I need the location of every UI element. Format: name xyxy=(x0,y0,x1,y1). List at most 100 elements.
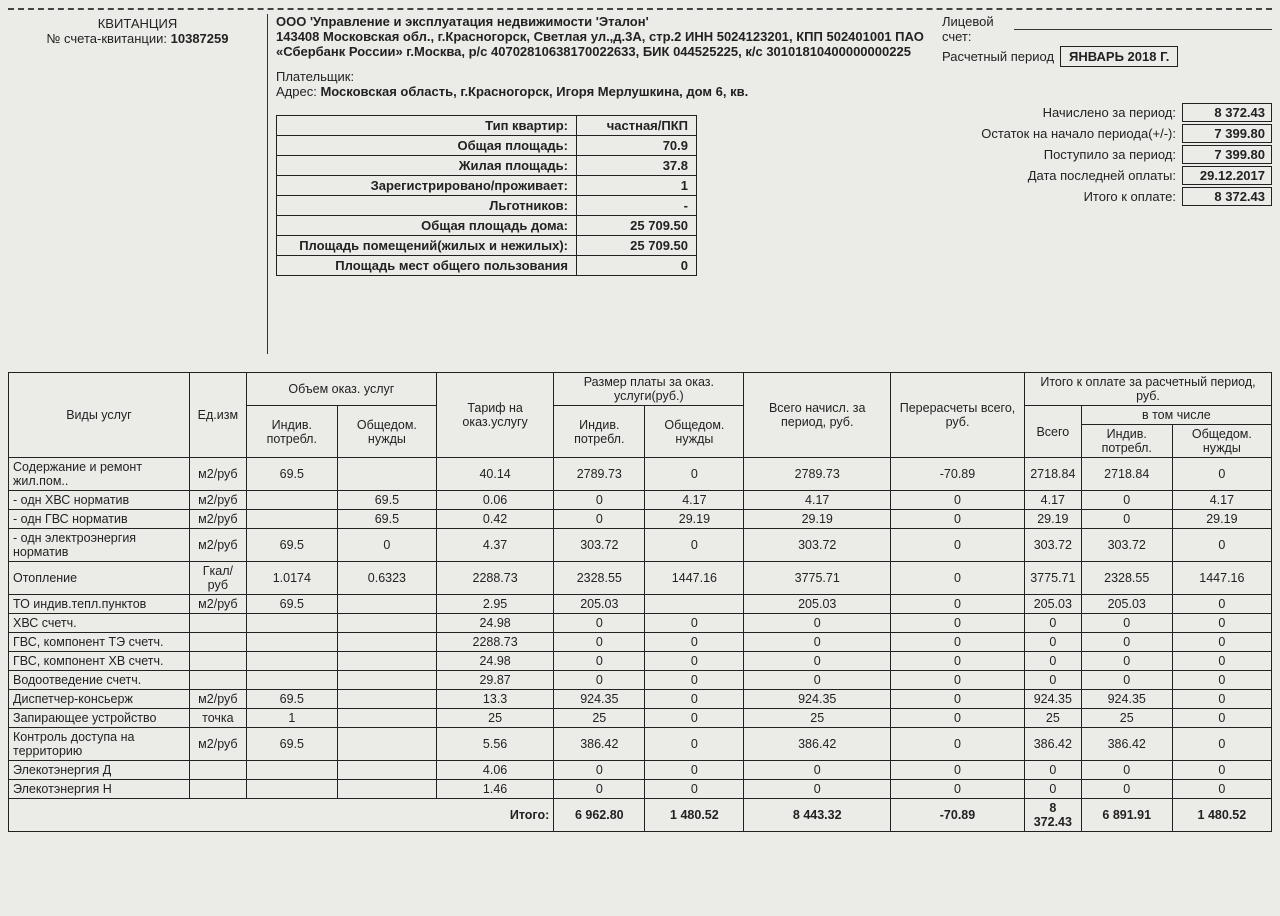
service-row: Диспетчер-консьержм2/руб69.513.3924.3509… xyxy=(9,690,1272,709)
service-row: Элекотэнергия Д4.060000000 xyxy=(9,761,1272,780)
payer-label: Плательщик: xyxy=(276,69,354,84)
service-cell-dt: 29.19 xyxy=(1024,510,1081,529)
service-cell-pc: 0 xyxy=(645,709,744,728)
service-cell-tariff: 25 xyxy=(436,709,553,728)
service-cell-pc: 0 xyxy=(645,529,744,562)
service-cell-acc: 25 xyxy=(744,709,891,728)
col-vol-ind: Индив. потребл. xyxy=(246,406,337,458)
service-cell-vc: 69.5 xyxy=(337,510,436,529)
service-cell-di: 0 xyxy=(1081,671,1172,690)
service-cell-vi xyxy=(246,510,337,529)
service-cell-vc xyxy=(337,709,436,728)
col-name: Виды услуг xyxy=(9,373,190,458)
service-cell-vc xyxy=(337,633,436,652)
service-cell-acc: 29.19 xyxy=(744,510,891,529)
service-cell-rec: -70.89 xyxy=(891,458,1025,491)
apartment-row-label: Общая площадь: xyxy=(277,136,577,156)
service-row: ОтоплениеГкал/руб1.01740.63232288.732328… xyxy=(9,562,1272,595)
service-cell-name: ГВС, компонент ТЭ счетч. xyxy=(9,633,190,652)
service-cell-rec: 0 xyxy=(891,614,1025,633)
receipt-number-label: № счета-квитанции: xyxy=(47,31,168,46)
summary-label: Дата последней оплаты: xyxy=(1028,168,1176,183)
service-cell-name: ТО индив.тепл.пунктов xyxy=(9,595,190,614)
col-due-ind: Индив. потребл. xyxy=(1081,425,1172,458)
service-cell-rec: 0 xyxy=(891,562,1025,595)
service-cell-acc: 303.72 xyxy=(744,529,891,562)
summary-row: Остаток на начало периода(+/-):7 399.80 xyxy=(942,124,1272,143)
service-cell-pi: 205.03 xyxy=(554,595,645,614)
receipt-number: 10387259 xyxy=(171,31,229,46)
summary-label: Итого к оплате: xyxy=(1084,189,1176,204)
service-cell-dc: 0 xyxy=(1172,780,1271,799)
service-cell-pi: 924.35 xyxy=(554,690,645,709)
col-volume: Объем оказ. услуг xyxy=(246,373,436,406)
service-row: Элекотэнергия Н1.460000000 xyxy=(9,780,1272,799)
service-total-dt: 8 372.43 xyxy=(1024,799,1081,832)
service-cell-tariff: 29.87 xyxy=(436,671,553,690)
summary-label: Поступило за период: xyxy=(1044,147,1176,162)
service-total-row: Итого:6 962.801 480.528 443.32-70.898 37… xyxy=(9,799,1272,832)
service-cell-dt: 205.03 xyxy=(1024,595,1081,614)
service-cell-pc: 0 xyxy=(645,690,744,709)
service-cell-name: Элекотэнергия Д xyxy=(9,761,190,780)
service-cell-unit xyxy=(189,652,246,671)
service-cell-pc: 0 xyxy=(645,614,744,633)
service-cell-di: 25 xyxy=(1081,709,1172,728)
service-cell-dc: 4.17 xyxy=(1172,491,1271,510)
service-row: Контроль доступа на территориюм2/руб69.5… xyxy=(9,728,1272,761)
summary-row: Поступило за период:7 399.80 xyxy=(942,145,1272,164)
service-cell-acc: 4.17 xyxy=(744,491,891,510)
service-cell-tariff: 2288.73 xyxy=(436,562,553,595)
services-table-head: Виды услуг Ед.изм Объем оказ. услуг Тари… xyxy=(9,373,1272,458)
apartment-row-label: Общая площадь дома: xyxy=(277,216,577,236)
service-cell-rec: 0 xyxy=(891,510,1025,529)
service-cell-dc: 1447.16 xyxy=(1172,562,1271,595)
col-due-incl: в том числе xyxy=(1081,406,1271,425)
service-total-pi: 6 962.80 xyxy=(554,799,645,832)
service-cell-dc: 0 xyxy=(1172,690,1271,709)
service-cell-name: Отопление xyxy=(9,562,190,595)
service-cell-unit: м2/руб xyxy=(189,458,246,491)
service-cell-pi: 0 xyxy=(554,510,645,529)
service-cell-di: 924.35 xyxy=(1081,690,1172,709)
service-row: - одн ХВС нормативм2/руб69.50.0604.174.1… xyxy=(9,491,1272,510)
summary-value: 8 372.43 xyxy=(1182,103,1272,122)
service-cell-pc: 0 xyxy=(645,728,744,761)
apartment-row-value: 25 709.50 xyxy=(577,216,697,236)
service-cell-di: 303.72 xyxy=(1081,529,1172,562)
service-cell-vi: 69.5 xyxy=(246,728,337,761)
service-cell-di: 0 xyxy=(1081,614,1172,633)
service-cell-name: ГВС, компонент ХВ счетч. xyxy=(9,652,190,671)
service-total-dc: 1 480.52 xyxy=(1172,799,1271,832)
service-cell-unit xyxy=(189,761,246,780)
service-cell-acc: 205.03 xyxy=(744,595,891,614)
service-cell-pc: 0 xyxy=(645,671,744,690)
service-cell-dc: 0 xyxy=(1172,728,1271,761)
service-cell-rec: 0 xyxy=(891,529,1025,562)
service-cell-tariff: 5.56 xyxy=(436,728,553,761)
service-cell-acc: 0 xyxy=(744,652,891,671)
service-cell-name: Элекотэнергия Н xyxy=(9,780,190,799)
service-cell-rec: 0 xyxy=(891,491,1025,510)
summary-value: 8 372.43 xyxy=(1182,187,1272,206)
summary-value: 7 399.80 xyxy=(1182,124,1272,143)
service-cell-pi: 0 xyxy=(554,633,645,652)
service-cell-acc: 386.42 xyxy=(744,728,891,761)
service-cell-tariff: 24.98 xyxy=(436,652,553,671)
service-cell-name: Запирающее устройство xyxy=(9,709,190,728)
service-cell-tariff: 4.37 xyxy=(436,529,553,562)
service-cell-unit xyxy=(189,671,246,690)
service-cell-vc xyxy=(337,761,436,780)
services-table: Виды услуг Ед.изм Объем оказ. услуг Тари… xyxy=(8,372,1272,832)
service-row: ТО индив.тепл.пунктовм2/руб69.52.95205.0… xyxy=(9,595,1272,614)
service-cell-dc: 0 xyxy=(1172,761,1271,780)
service-cell-pi: 303.72 xyxy=(554,529,645,562)
service-cell-unit xyxy=(189,780,246,799)
account-summary-block: Лицевой счет: Расчетный период ЯНВАРЬ 20… xyxy=(942,14,1272,208)
service-cell-rec: 0 xyxy=(891,595,1025,614)
apartment-row-value: 70.9 xyxy=(577,136,697,156)
service-row: - одн электроэнергия нормативм2/руб69.50… xyxy=(9,529,1272,562)
apartment-row-label: Зарегистрировано/проживает: xyxy=(277,176,577,196)
service-cell-pi: 0 xyxy=(554,780,645,799)
apartment-row-label: Тип квартир: xyxy=(277,116,577,136)
